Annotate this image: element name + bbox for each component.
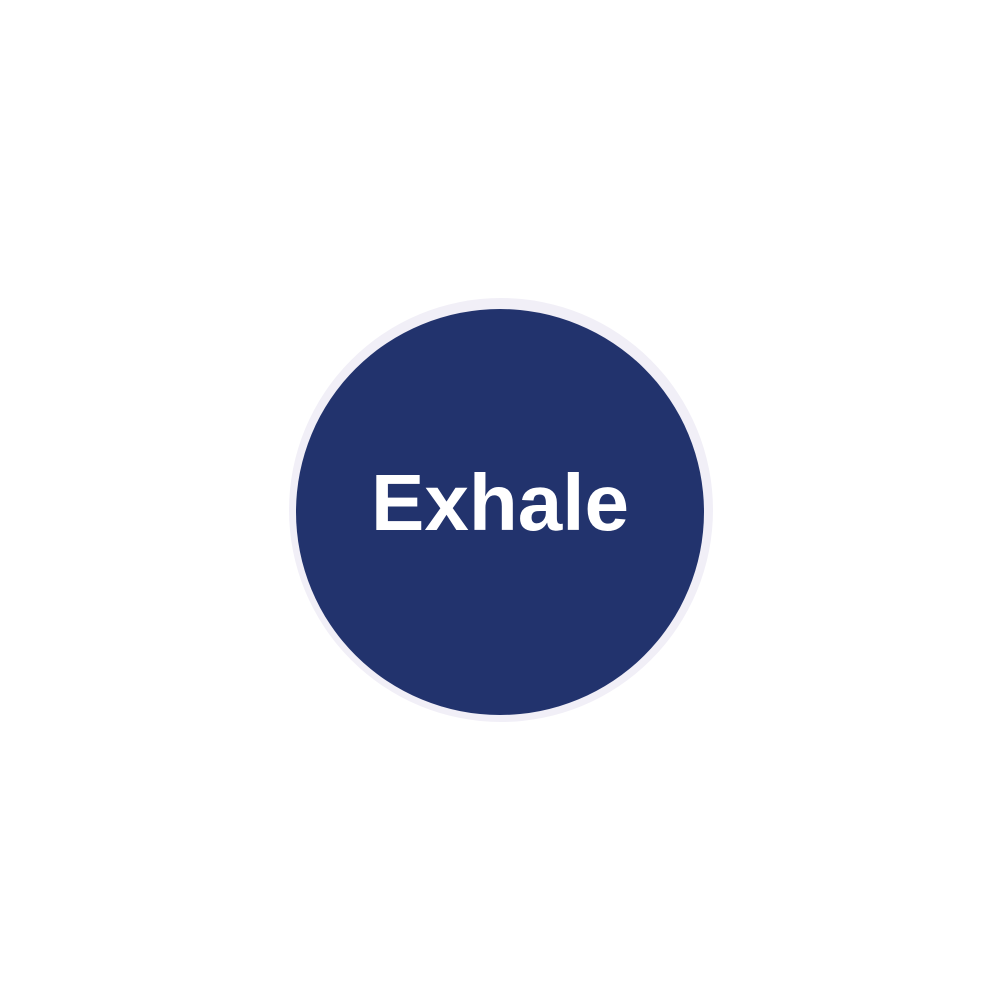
breath-phase-label: Exhale <box>371 458 629 547</box>
breath-circle[interactable]: Exhale <box>296 309 704 715</box>
